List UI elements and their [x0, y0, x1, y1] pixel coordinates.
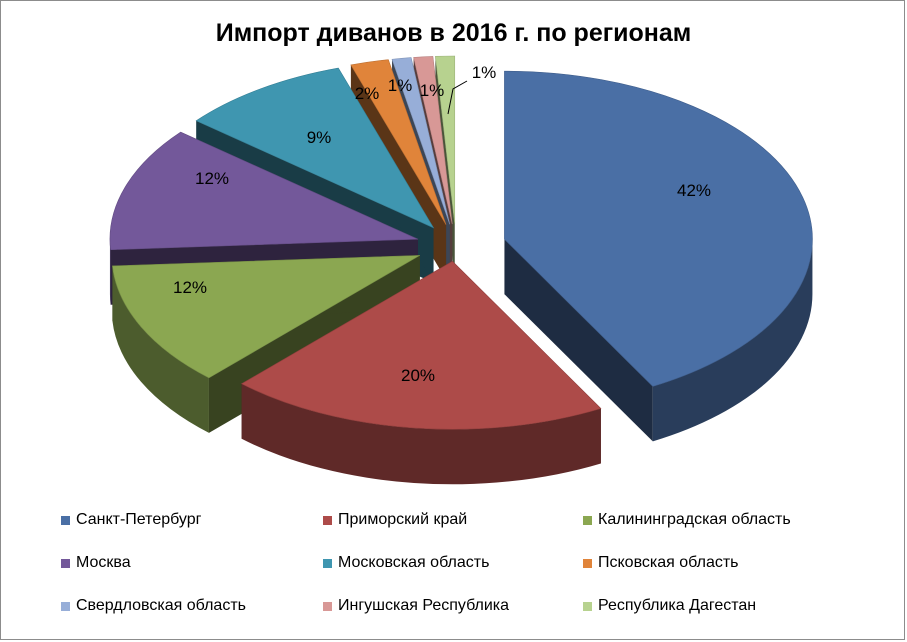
- pie-slice-rim: [241, 383, 601, 485]
- slice-value-label: 12%: [195, 169, 229, 188]
- pie-slice-rim: [652, 239, 813, 442]
- legend-label: Республика Дагестан: [598, 597, 757, 614]
- pie-slice-top: [504, 70, 813, 387]
- pie-slice-top: [241, 260, 602, 430]
- legend-item: Ингушская Республика: [323, 597, 583, 615]
- legend-item: Свердловская область: [61, 597, 323, 615]
- pie-slice-top: [350, 59, 447, 225]
- legend-item: Псковская область: [583, 554, 851, 572]
- pie-slice-top: [195, 67, 435, 229]
- legend-swatch: [583, 515, 592, 525]
- legend-label: Калининградская область: [598, 511, 791, 528]
- label-leader-line: [447, 80, 468, 115]
- chart-legend: Санкт-Петербург Приморский край Калинингра…: [61, 511, 851, 615]
- legend-label: Приморский край: [338, 511, 468, 528]
- legend-swatch: [61, 515, 70, 525]
- legend-swatch: [583, 601, 592, 611]
- legend-item: Калининградская область: [583, 511, 851, 529]
- legend-label: Санкт-Петербург: [76, 511, 202, 528]
- pie-slice-top: [391, 57, 451, 225]
- slice-value-label: 20%: [401, 366, 435, 385]
- slice-value-label: 12%: [173, 278, 207, 297]
- legend-swatch: [323, 601, 332, 611]
- legend-swatch: [583, 558, 592, 568]
- slice-value-label: 1%: [472, 63, 497, 82]
- pie-slice-side: [504, 239, 653, 442]
- legend-swatch: [61, 558, 70, 568]
- pie-slice-top: [109, 131, 419, 251]
- legend-swatch: [61, 601, 70, 611]
- pie-slice-top: [413, 56, 453, 225]
- legend-item: Москва: [61, 554, 323, 572]
- legend-label: Московская область: [338, 554, 490, 571]
- legend-swatch: [323, 515, 332, 525]
- chart-title: Импорт диванов в 2016 г. по регионам: [215, 19, 692, 47]
- legend-item: Санкт-Петербург: [61, 511, 323, 529]
- legend-swatch: [323, 558, 332, 568]
- slice-value-label: 1%: [420, 81, 445, 100]
- legend-label: Свердловская область: [76, 597, 246, 614]
- legend-item: Приморский край: [323, 511, 583, 529]
- legend-label: Псковская область: [598, 554, 739, 571]
- pie-slice-rim: [109, 239, 111, 305]
- pie-slice-rim: [112, 265, 209, 433]
- pie-slice: [241, 260, 602, 485]
- legend-item: Республика Дагестан: [583, 597, 851, 615]
- legend-label: Ингушская Республика: [338, 597, 510, 614]
- slice-value-label: 9%: [307, 128, 332, 147]
- slice-value-label: 1%: [388, 76, 413, 95]
- slice-value-label: 2%: [355, 84, 380, 103]
- pie-chart: 42% 20% 12% 12% 9% 2% 1% 1% 1%: [109, 55, 813, 485]
- legend-label: Москва: [76, 554, 131, 571]
- slice-value-label: 42%: [677, 181, 711, 200]
- pie-slice-top: [112, 255, 420, 379]
- pie-slice-top: [435, 55, 456, 225]
- legend-item: Московская область: [323, 554, 583, 572]
- pie-slice: [504, 70, 813, 442]
